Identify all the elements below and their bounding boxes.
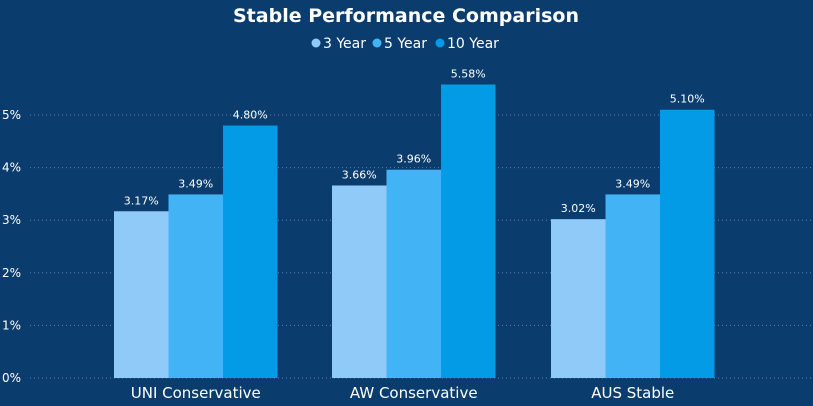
legend-label: 10 Year — [447, 36, 499, 52]
chart-title: Stable Performance Comparison — [233, 5, 579, 27]
data-label: 3.49% — [178, 177, 213, 190]
legend-item[interactable]: 3 Year — [311, 36, 367, 52]
x-tick-label: UNI Conservative — [131, 384, 261, 402]
data-label: 3.66% — [342, 168, 377, 181]
bar[interactable] — [551, 219, 606, 378]
data-label: 5.10% — [670, 93, 705, 106]
x-axis: UNI Conservative AW Conservative AUS Stabl… — [131, 384, 675, 402]
legend-swatch — [435, 38, 445, 48]
legend-item[interactable]: 10 Year — [435, 36, 500, 52]
legend[interactable]: 3 Year 5 Year 10 Year — [311, 36, 500, 52]
bar[interactable] — [332, 185, 387, 378]
bar[interactable] — [441, 84, 496, 378]
legend-item[interactable]: 5 Year — [372, 36, 428, 52]
y-tick-label: 2% — [2, 266, 21, 280]
legend-swatch — [372, 38, 382, 48]
x-tick-label: AUS Stable — [591, 384, 674, 402]
bar[interactable] — [168, 194, 224, 378]
bars[interactable] — [114, 84, 715, 379]
legend-label: 5 Year — [384, 36, 427, 52]
legend-swatch — [311, 38, 321, 48]
y-tick-label: 1% — [2, 318, 21, 332]
x-tick-label: AW Conservative — [350, 384, 478, 402]
data-label: 5.58% — [451, 67, 486, 80]
data-label: 4.80% — [233, 109, 268, 122]
data-label: 3.17% — [124, 194, 159, 207]
data-label: 3.96% — [396, 153, 431, 166]
legend-label: 3 Year — [323, 36, 366, 52]
bar[interactable] — [223, 125, 278, 379]
bar[interactable] — [114, 211, 169, 378]
data-label: 3.02% — [561, 202, 596, 215]
y-tick-label: 0% — [2, 371, 21, 385]
bar[interactable] — [660, 109, 715, 379]
y-axis: 0% 1% 2% 3% 4% 5% — [2, 108, 21, 385]
data-labels: 3.17% 3.49% 4.80% 3.66% 3.96% 5.58% 3.02% 3.49%… — [124, 67, 705, 215]
y-tick-label: 3% — [2, 213, 21, 227]
y-tick-label: 5% — [2, 108, 21, 122]
bar[interactable] — [605, 194, 661, 378]
data-label: 3.49% — [615, 177, 650, 190]
bar[interactable] — [386, 169, 442, 378]
y-tick-label: 4% — [2, 161, 21, 175]
